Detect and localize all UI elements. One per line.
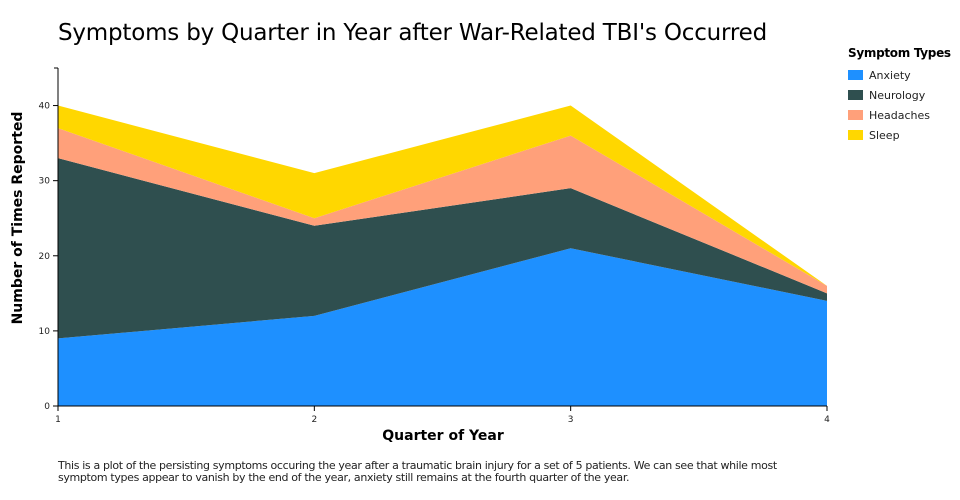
area-layers [58, 105, 827, 406]
x-tick-label: 4 [824, 415, 830, 425]
chart-caption: This is a plot of the persisting symptom… [58, 459, 777, 484]
area-anxiety [58, 248, 827, 406]
legend-label: Neurology [869, 88, 926, 102]
legend-swatch-sleep [848, 130, 863, 140]
y-tick-label: 40 [39, 102, 51, 112]
legend-label: Sleep [869, 128, 900, 142]
legend-title: Symptom Types [848, 46, 951, 60]
legend-item-sleep[interactable]: Sleep [848, 125, 951, 145]
x-tick-label: 3 [568, 415, 574, 425]
y-axis-title: Number of Times Reported [10, 111, 26, 325]
y-tick-label: 0 [44, 402, 50, 412]
x-axis-title: Quarter of Year [382, 428, 504, 444]
legend-label: Headaches [869, 108, 931, 122]
y-tick-label: 20 [39, 252, 51, 262]
chart-title: Symptoms by Quarter in Year after War-Re… [58, 20, 767, 46]
area-neurology [58, 158, 827, 339]
area-headaches [58, 128, 827, 294]
y-tick-label: 30 [39, 177, 51, 187]
legend-swatch-anxiety [848, 70, 863, 80]
legend-item-neurology[interactable]: Neurology [848, 85, 951, 105]
legend-swatch-neurology [848, 90, 863, 100]
legend-label: Anxiety [869, 68, 911, 82]
x-tick-label: 1 [55, 415, 61, 425]
x-tick-label: 2 [311, 415, 317, 425]
area-sleep [58, 105, 827, 286]
legend-item-headaches[interactable]: Headaches [848, 105, 951, 125]
axes: 0 10 20 30 40 1 2 3 4 [39, 67, 830, 425]
y-tick-label: 10 [39, 327, 51, 337]
legend: Symptom Types Anxiety Neurology Headache… [848, 46, 951, 145]
legend-swatch-headaches [848, 110, 863, 120]
legend-item-anxiety[interactable]: Anxiety [848, 65, 951, 85]
